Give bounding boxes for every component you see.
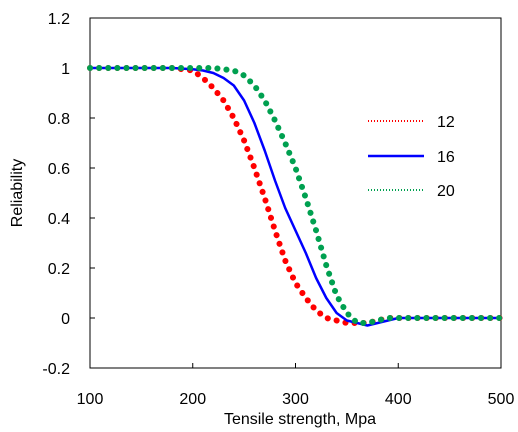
y-tick-label: 0.4 [48, 211, 70, 228]
y-tick-label: 0.2 [48, 261, 70, 278]
x-tick-label: 200 [179, 391, 206, 408]
series-16-line [88, 66, 503, 327]
legend-label-20: 20 [437, 183, 455, 200]
legend-label-16: 16 [437, 149, 455, 166]
y-tick-label: 0.6 [48, 161, 70, 178]
plot-area [89, 17, 502, 369]
y-tick-label: 0.8 [48, 111, 70, 128]
legend: 12 16 20 [368, 114, 455, 200]
legend-label-12: 12 [437, 114, 455, 131]
x-tick-label: 100 [77, 391, 104, 408]
series-12-line [87, 65, 504, 326]
x-tick-label: 300 [282, 391, 309, 408]
y-axis-label: Reliability [9, 159, 26, 227]
x-axis-label: Tensile strength, Mpa [224, 411, 376, 428]
series-layer [87, 65, 504, 327]
y-tick-label: 0 [61, 311, 70, 328]
y-tick-label: 1.2 [48, 11, 70, 28]
x-tick-label: 400 [385, 391, 412, 408]
y-tick-label: 1 [61, 61, 70, 78]
series-20-line [87, 65, 504, 326]
y-axis-ticks: -0.2 0 0.2 0.4 0.6 0.8 1 1.2 [42, 11, 95, 378]
x-axis-ticks: 100 200 300 400 500 [77, 363, 515, 408]
x-tick-label: 500 [488, 391, 515, 408]
y-tick-label: -0.2 [42, 361, 70, 378]
